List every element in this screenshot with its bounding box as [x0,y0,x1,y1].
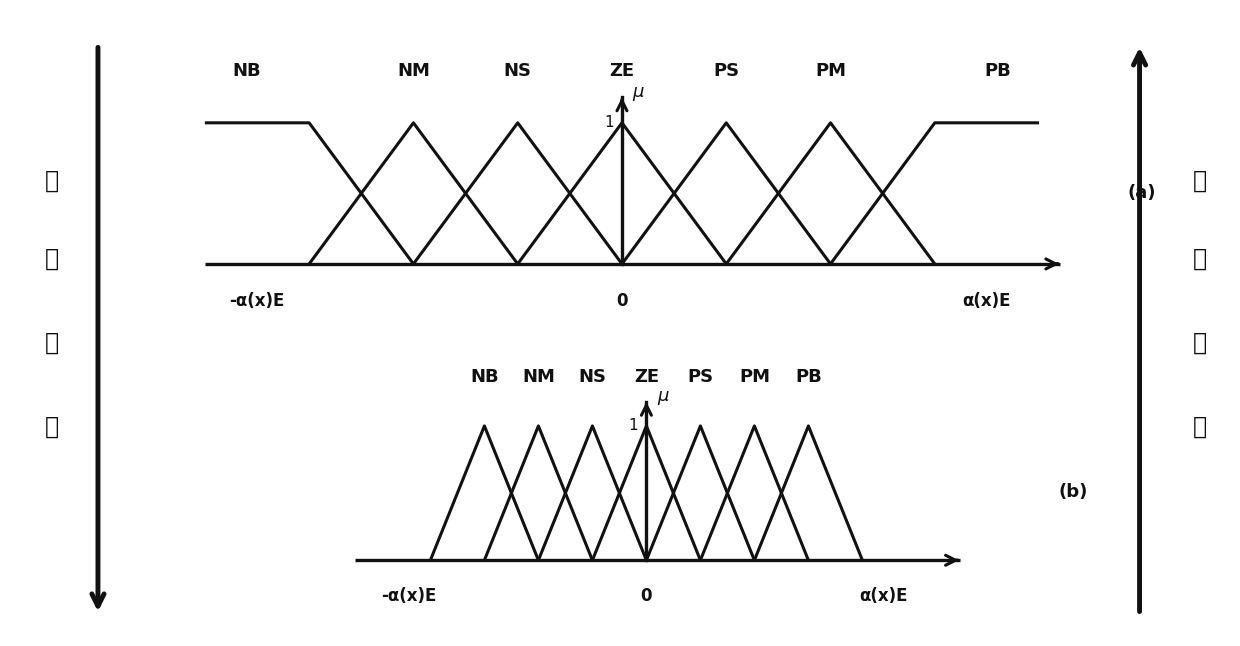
Text: ZE: ZE [609,63,635,81]
Text: 0: 0 [616,292,627,310]
Text: α(x)E: α(x)E [859,587,908,605]
Text: PS: PS [713,63,739,81]
Text: 域: 域 [45,246,60,271]
Text: 域: 域 [1193,246,1208,271]
Text: 0: 0 [641,587,652,605]
Text: (b): (b) [1059,483,1089,501]
Text: 论: 论 [1193,169,1208,193]
Text: 论: 论 [45,169,60,193]
Text: NB: NB [470,368,498,386]
Text: 压: 压 [45,330,60,355]
Text: ZE: ZE [634,368,658,386]
Text: PM: PM [739,368,770,386]
Text: PM: PM [815,63,846,81]
Text: PS: PS [687,368,713,386]
Text: (a): (a) [1128,183,1157,202]
Text: 胀: 胀 [1193,414,1208,439]
Text: 膨: 膨 [1193,330,1208,355]
Text: 1: 1 [629,419,637,433]
Text: α(x)E: α(x)E [962,292,1011,310]
Text: NS: NS [578,368,606,386]
Text: μ: μ [632,83,644,101]
Text: PB: PB [985,63,1011,81]
Text: NS: NS [503,63,532,81]
Text: PB: PB [795,368,822,386]
Text: μ: μ [657,388,668,406]
Text: NB: NB [232,63,260,81]
Text: 缩: 缩 [45,414,60,439]
Text: NM: NM [397,63,430,81]
Text: 1: 1 [604,116,614,130]
Text: -α(x)E: -α(x)E [381,587,436,605]
Text: NM: NM [522,368,554,386]
Text: -α(x)E: -α(x)E [229,292,285,310]
